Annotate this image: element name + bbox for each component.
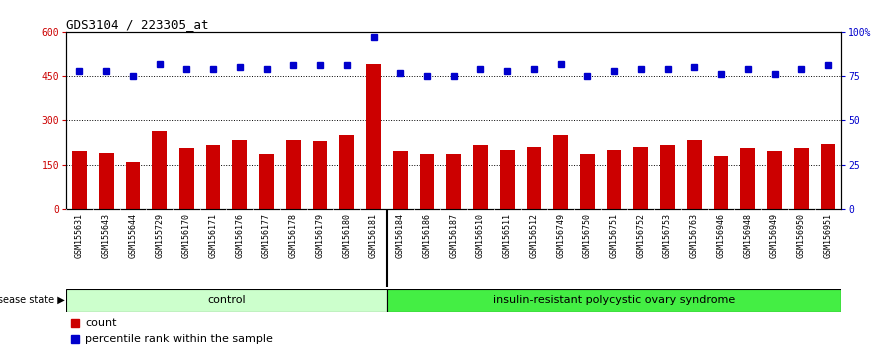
- Text: percentile rank within the sample: percentile rank within the sample: [85, 334, 273, 344]
- Bar: [366, 64, 381, 209]
- Text: insulin-resistant polycystic ovary syndrome: insulin-resistant polycystic ovary syndr…: [493, 295, 736, 305]
- Text: GSM156948: GSM156948: [744, 213, 752, 258]
- Bar: [794, 148, 809, 209]
- Bar: [313, 141, 328, 209]
- Bar: [72, 152, 87, 209]
- Text: GDS3104 / 223305_at: GDS3104 / 223305_at: [66, 18, 209, 31]
- Text: GSM156179: GSM156179: [315, 213, 324, 258]
- Text: GSM156178: GSM156178: [289, 213, 298, 258]
- Bar: [580, 154, 595, 209]
- Text: GSM155644: GSM155644: [129, 213, 137, 258]
- Bar: [553, 135, 568, 209]
- Text: GSM156749: GSM156749: [556, 213, 565, 258]
- Bar: [767, 152, 781, 209]
- Bar: [714, 156, 729, 209]
- Bar: [660, 145, 675, 209]
- Bar: [259, 154, 274, 209]
- Text: GSM156186: GSM156186: [423, 213, 432, 258]
- Text: GSM156171: GSM156171: [209, 213, 218, 258]
- Bar: [206, 145, 220, 209]
- Text: GSM156170: GSM156170: [181, 213, 191, 258]
- Text: GSM156750: GSM156750: [583, 213, 592, 258]
- Bar: [286, 139, 300, 209]
- FancyBboxPatch shape: [387, 289, 841, 312]
- Text: GSM156184: GSM156184: [396, 213, 404, 258]
- Bar: [687, 139, 701, 209]
- Bar: [99, 153, 114, 209]
- Text: GSM156752: GSM156752: [636, 213, 646, 258]
- Text: GSM155729: GSM155729: [155, 213, 164, 258]
- Text: GSM156763: GSM156763: [690, 213, 699, 258]
- Text: GSM156951: GSM156951: [824, 213, 833, 258]
- Text: GSM156512: GSM156512: [529, 213, 538, 258]
- Text: GSM156177: GSM156177: [262, 213, 271, 258]
- Bar: [152, 131, 167, 209]
- Bar: [633, 147, 648, 209]
- Text: GSM156753: GSM156753: [663, 213, 672, 258]
- Text: GSM156949: GSM156949: [770, 213, 779, 258]
- Bar: [820, 144, 835, 209]
- Bar: [419, 154, 434, 209]
- Text: disease state ▶: disease state ▶: [0, 295, 65, 305]
- Bar: [447, 154, 461, 209]
- Text: GSM156187: GSM156187: [449, 213, 458, 258]
- Text: control: control: [207, 295, 246, 305]
- Text: GSM156181: GSM156181: [369, 213, 378, 258]
- Bar: [473, 145, 488, 209]
- Bar: [233, 139, 248, 209]
- Text: GSM156511: GSM156511: [503, 213, 512, 258]
- Text: GSM156510: GSM156510: [476, 213, 485, 258]
- Bar: [179, 148, 194, 209]
- Bar: [527, 147, 541, 209]
- Text: GSM156946: GSM156946: [716, 213, 726, 258]
- Text: GSM156180: GSM156180: [343, 213, 352, 258]
- Text: GSM155631: GSM155631: [75, 213, 84, 258]
- Text: GSM156950: GSM156950: [796, 213, 806, 258]
- Text: count: count: [85, 318, 117, 328]
- FancyBboxPatch shape: [66, 289, 387, 312]
- Text: GSM156751: GSM156751: [610, 213, 618, 258]
- Bar: [740, 148, 755, 209]
- Bar: [339, 135, 354, 209]
- Bar: [500, 150, 515, 209]
- Text: GSM156176: GSM156176: [235, 213, 244, 258]
- Bar: [607, 150, 621, 209]
- Bar: [126, 162, 140, 209]
- Bar: [393, 152, 408, 209]
- Text: GSM155643: GSM155643: [101, 213, 111, 258]
